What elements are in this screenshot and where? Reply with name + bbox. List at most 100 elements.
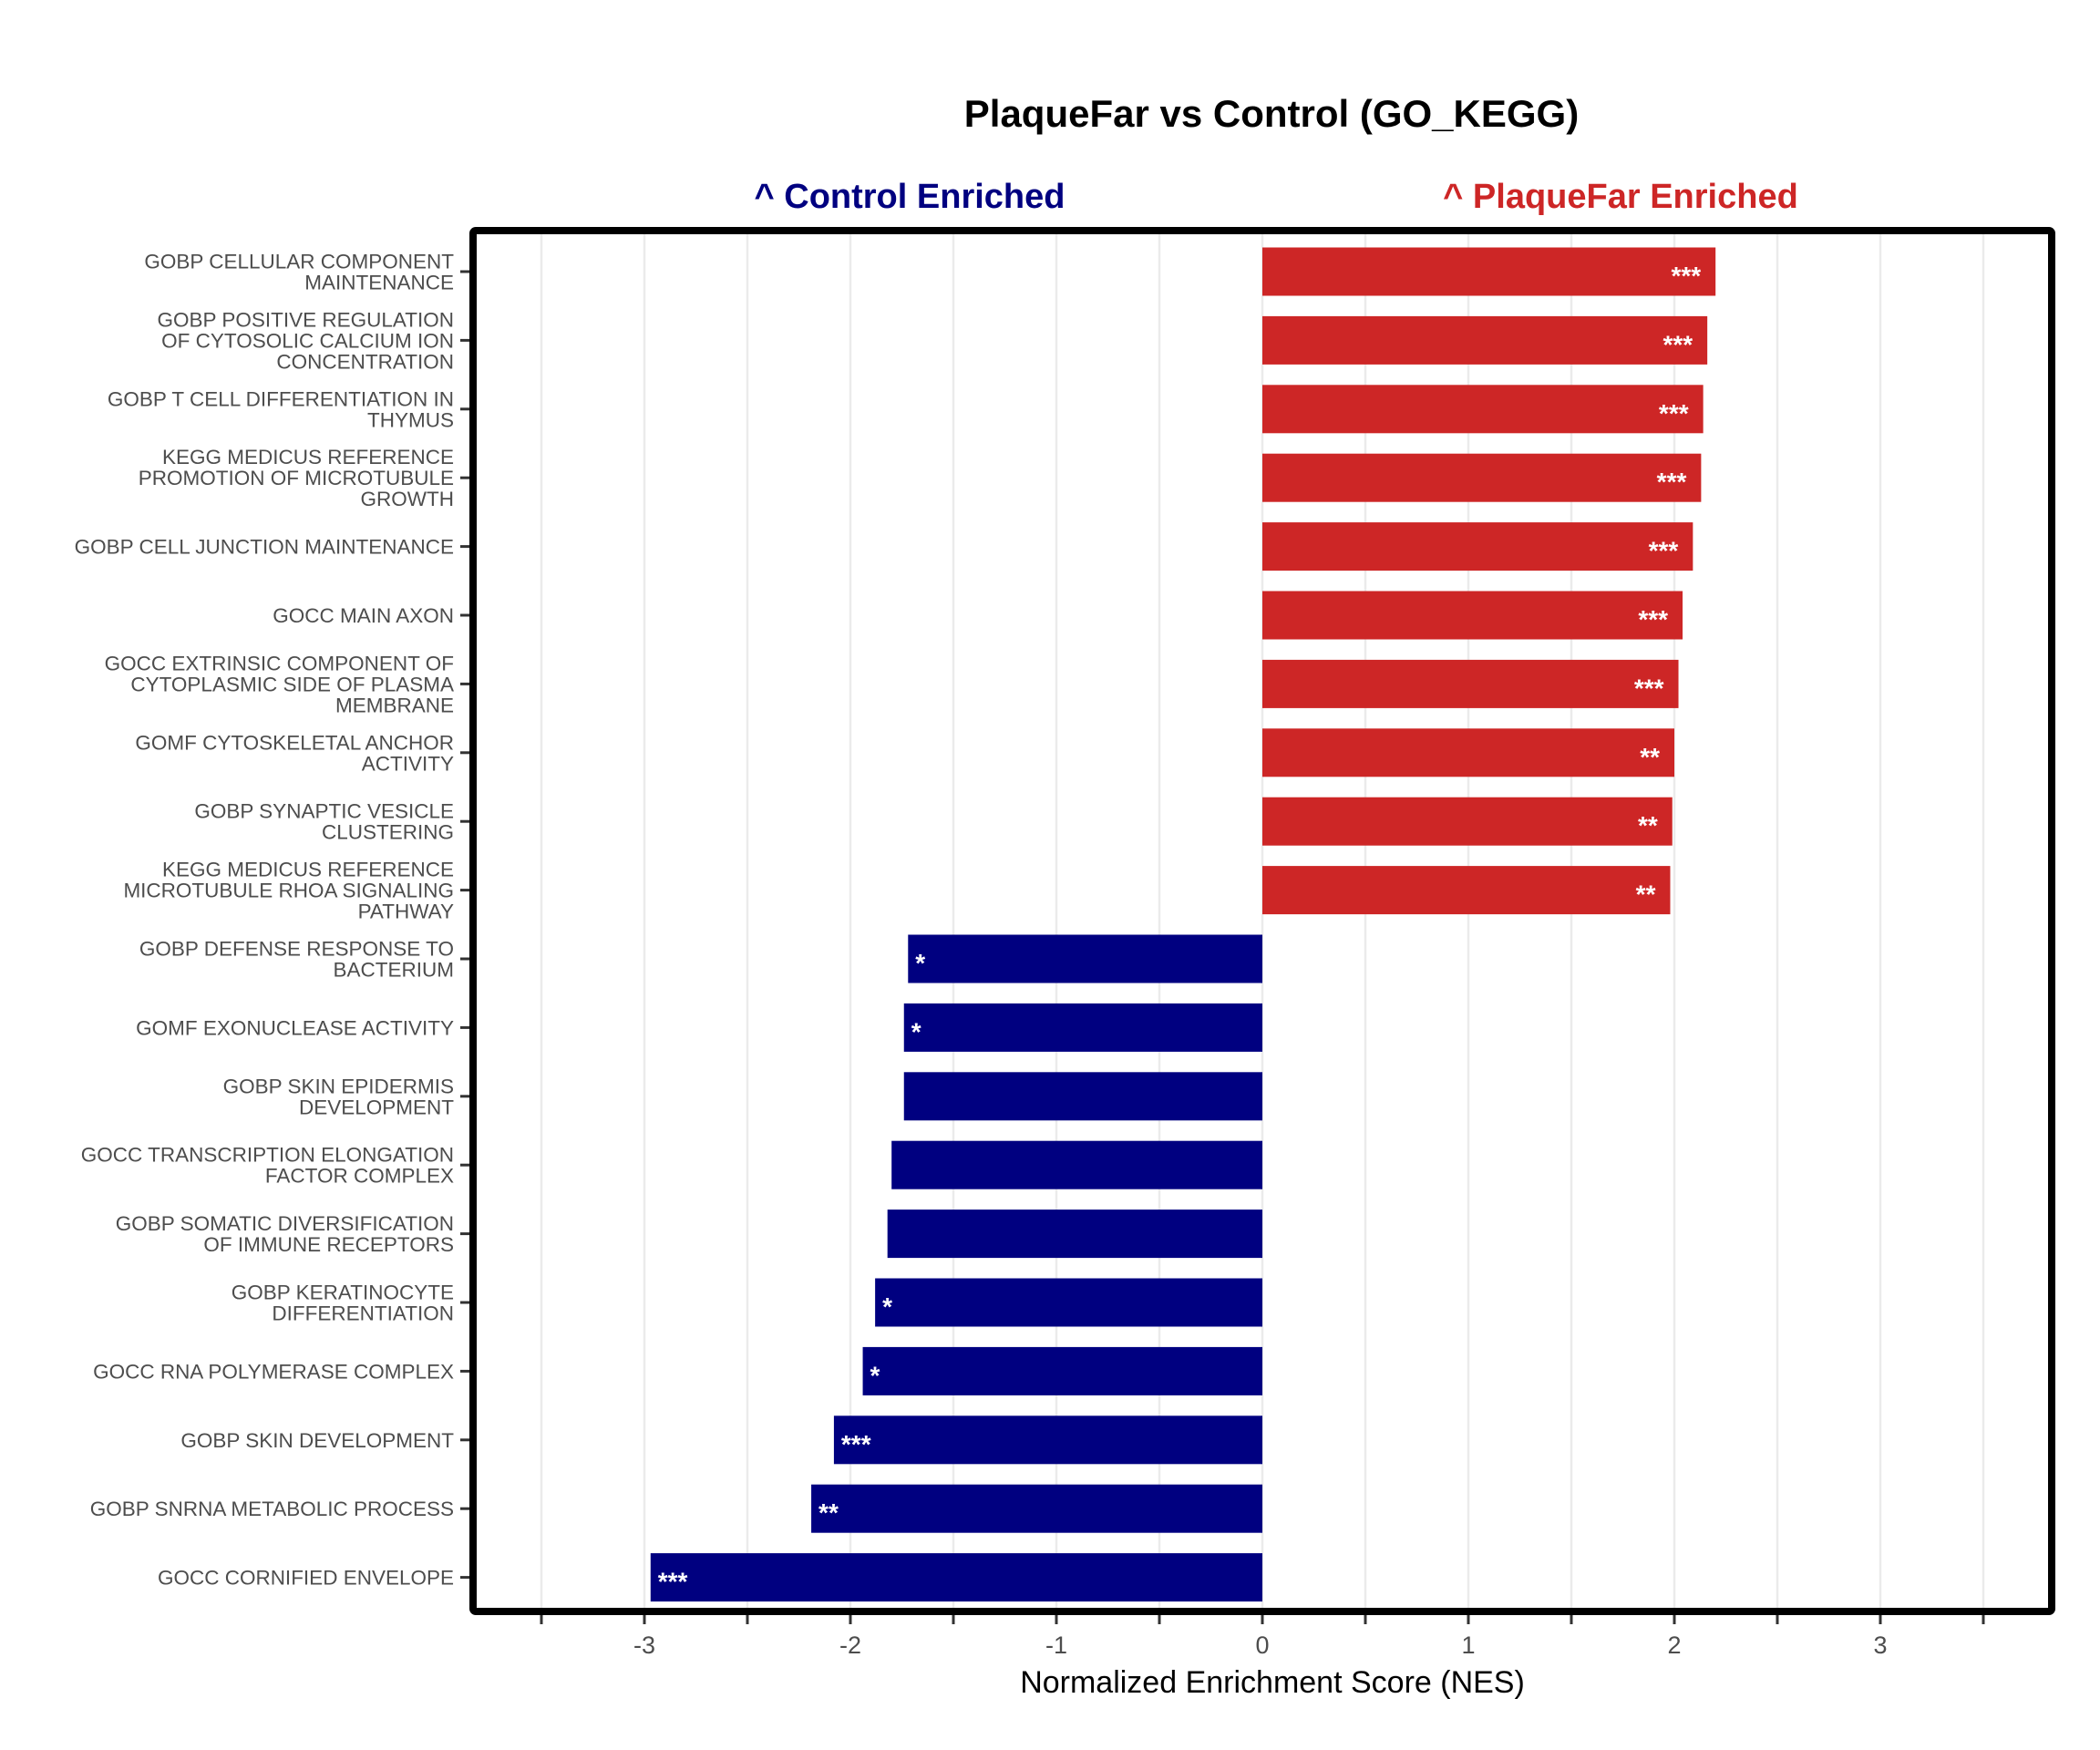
bar <box>1262 385 1704 434</box>
bar <box>1262 728 1674 777</box>
y-tick-label-line: GOBP KERATINOCYTE <box>232 1282 454 1304</box>
y-tick-label-line: GOBP SKIN EPIDERMIS <box>223 1075 454 1097</box>
y-tick-label-line: OF CYTOSOLIC CALCIUM ION <box>161 329 454 352</box>
x-tick-label: 1 <box>1461 1632 1475 1659</box>
significance-label: ** <box>1640 743 1660 771</box>
x-tick-label: -2 <box>839 1632 861 1659</box>
x-tick-label: -3 <box>633 1632 655 1659</box>
significance-label: *** <box>1634 674 1664 702</box>
bar <box>833 1415 1262 1465</box>
significance-label: ** <box>1636 880 1656 909</box>
y-tick-label-line: GOCC EXTRINSIC COMPONENT OF <box>105 652 454 674</box>
y-tick-label: GOBP T CELL DIFFERENTIATION IN THYMUS <box>108 387 454 431</box>
bar <box>1262 659 1679 708</box>
y-tick-label: GOBP DEFENSE RESPONSE TO BACTERIUM <box>139 938 454 982</box>
y-tick-label-line: GROWTH <box>361 488 454 510</box>
y-tick-label-line: GOBP SNRNA METABOLIC PROCESS <box>90 1498 454 1520</box>
x-tick-label: -1 <box>1045 1632 1067 1659</box>
y-tick-label-line: GOMF EXONUCLEASE ACTIVITY <box>136 1016 454 1039</box>
control-enriched-label: ^ Control Enriched <box>755 178 1065 216</box>
bar <box>862 1346 1262 1395</box>
y-tick-label: GOCC EXTRINSIC COMPONENT OF CYTOPLASMIC S… <box>105 652 454 716</box>
y-tick-label: GOCC TRANSCRIPTION ELONGATION FACTOR COMP… <box>81 1144 454 1188</box>
significance-label: * <box>911 1017 921 1045</box>
panel-border <box>469 227 2055 1615</box>
y-tick-label-line: BACTERIUM <box>333 959 454 982</box>
y-tick-label: KEGG MEDICUS REFERENCE MICROTUBULE RHOA S… <box>123 859 454 923</box>
bar <box>1262 591 1683 640</box>
y-tick-label-line: FACTOR COMPLEX <box>265 1165 454 1188</box>
y-tick-label-line: GOBP DEFENSE RESPONSE TO <box>139 938 454 961</box>
bar <box>1262 866 1671 915</box>
y-tick-label-line: KEGG MEDICUS REFERENCE <box>162 859 454 881</box>
x-tick-label: 0 <box>1255 1632 1269 1659</box>
significance-label: *** <box>1662 330 1693 358</box>
y-tick-label: GOCC RNA POLYMERASE COMPLEX <box>93 1360 454 1383</box>
y-tick-label-line: MICROTUBULE RHOA SIGNALING <box>123 880 454 902</box>
y-tick-label-line: DEVELOPMENT <box>299 1096 454 1118</box>
y-tick-label-line: ACTIVITY <box>362 752 454 775</box>
y-tick-label: GOBP SKIN DEVELOPMENT <box>180 1429 454 1452</box>
bar <box>1262 797 1673 846</box>
y-tick-label-line: GOBP SOMATIC DIVERSIFICATION <box>116 1212 454 1235</box>
bar <box>887 1210 1262 1259</box>
y-tick-label: GOBP SKIN EPIDERMIS DEVELOPMENT <box>223 1075 455 1118</box>
x-tick-label: 3 <box>1873 1632 1887 1659</box>
y-tick-label-line: OF IMMUNE RECEPTORS <box>203 1233 454 1256</box>
x-axis: -3 -2 -1 0 1 2 3 <box>540 1615 1985 1659</box>
y-tick-label: GOBP KERATINOCYTE DIFFERENTIATION <box>232 1282 454 1325</box>
y-tick-label-line: GOCC TRANSCRIPTION ELONGATION <box>81 1144 454 1167</box>
bar <box>903 1003 1262 1052</box>
bar <box>811 1484 1262 1533</box>
bar <box>908 934 1262 983</box>
y-tick-label-line: KEGG MEDICUS REFERENCE <box>162 446 454 468</box>
significance-label: *** <box>1657 468 1687 496</box>
significance-label: *** <box>1671 262 1701 290</box>
significance-label: ** <box>818 1498 839 1527</box>
y-tick-label: GOCC MAIN AXON <box>273 604 454 627</box>
y-tick-label-line: CONCENTRATION <box>276 350 454 373</box>
y-tick-label-line: MEMBRANE <box>335 694 454 716</box>
bar <box>903 1072 1262 1121</box>
y-tick-label: GOBP CELLULAR COMPONENT MAINTENANCE <box>144 251 454 294</box>
y-tick-label-line: PROMOTION OF MICROTUBULE <box>139 467 454 489</box>
y-tick-label: GOCC CORNIFIED ENVELOPE <box>158 1567 454 1590</box>
y-tick-label: GOMF CYTOSKELETAL ANCHOR ACTIVITY <box>135 731 454 775</box>
significance-label: *** <box>1649 537 1679 565</box>
y-tick-label-line: GOCC RNA POLYMERASE COMPLEX <box>93 1360 454 1383</box>
y-tick-label-line: DIFFERENTIATION <box>272 1302 454 1325</box>
y-tick-label: KEGG MEDICUS REFERENCE PROMOTION OF MICRO… <box>139 446 454 510</box>
y-tick-label: GOBP SNRNA METABOLIC PROCESS <box>90 1498 454 1520</box>
significance-label: *** <box>1659 399 1689 427</box>
significance-label: * <box>915 949 925 977</box>
bar <box>1262 315 1708 365</box>
y-tick-label-line: GOBP POSITIVE REGULATION <box>158 308 455 331</box>
y-axis: GOBP CELLULAR COMPONENT MAINTENANCE GOBP P… <box>75 251 469 1590</box>
y-tick-label-line: GOBP SYNAPTIC VESICLE <box>194 800 454 823</box>
significance-label: * <box>870 1361 880 1389</box>
significance-label: *** <box>658 1568 688 1596</box>
significance-label: ** <box>1638 811 1658 839</box>
significance-labels: *************************************** <box>658 262 1702 1596</box>
bar <box>650 1553 1262 1602</box>
y-tick-label-line: GOBP CELLULAR COMPONENT <box>144 251 454 273</box>
chart-title: PlaqueFar vs Control (GO_KEGG) <box>964 92 1579 135</box>
y-tick-label-line: THYMUS <box>367 408 454 431</box>
x-axis-title: Normalized Enrichment Score (NES) <box>1020 1665 1525 1700</box>
bar <box>1262 453 1702 502</box>
x-tick-label: 2 <box>1667 1632 1681 1659</box>
y-tick-label-line: GOCC MAIN AXON <box>273 604 454 627</box>
y-tick-label-line: GOBP T CELL DIFFERENTIATION IN <box>108 387 454 410</box>
significance-label: *** <box>841 1430 871 1458</box>
significance-label: * <box>882 1292 892 1321</box>
bar <box>891 1140 1262 1189</box>
y-tick-label-line: CYTOPLASMIC SIDE OF PLASMA <box>130 673 454 695</box>
y-tick-label-line: GOCC CORNIFIED ENVELOPE <box>158 1567 454 1590</box>
y-tick-label: GOBP SYNAPTIC VESICLE CLUSTERING <box>194 800 454 844</box>
y-tick-label-line: PATHWAY <box>358 901 454 923</box>
significance-label: *** <box>1638 605 1668 633</box>
y-tick-label: GOMF EXONUCLEASE ACTIVITY <box>136 1016 454 1039</box>
bar <box>1262 247 1716 296</box>
y-tick-label: GOBP POSITIVE REGULATION OF CYTOSOLIC CAL… <box>158 308 455 373</box>
